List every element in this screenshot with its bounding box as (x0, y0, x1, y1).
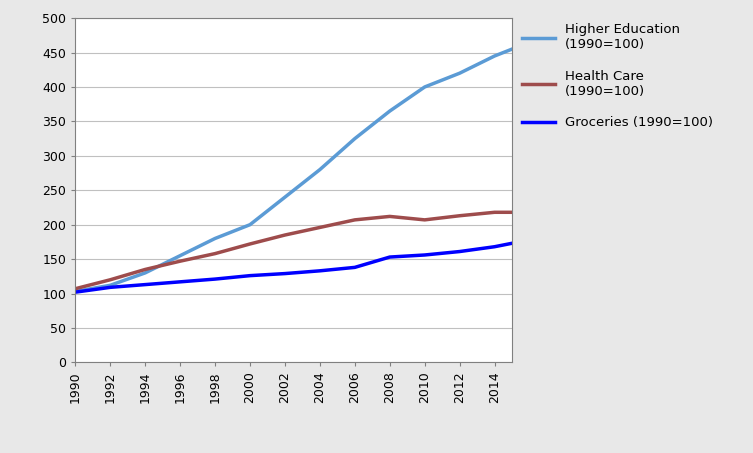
Health Care
(1990=100) (508, 210, 517, 215)
Groceries (1990=100) (420, 252, 429, 258)
Higher Education
(1990=100) (316, 167, 325, 172)
Higher Education
(1990=100) (245, 222, 255, 227)
Higher Education
(1990=100) (211, 236, 220, 241)
Legend: Higher Education
(1990=100), Health Care
(1990=100), Groceries (1990=100): Higher Education (1990=100), Health Care… (517, 18, 718, 135)
Higher Education
(1990=100) (386, 108, 395, 114)
Health Care
(1990=100) (280, 232, 289, 238)
Groceries (1990=100) (350, 265, 359, 270)
Health Care
(1990=100) (490, 210, 499, 215)
Health Care
(1990=100) (455, 213, 464, 218)
Groceries (1990=100) (280, 271, 289, 276)
Health Care
(1990=100) (386, 214, 395, 219)
Higher Education
(1990=100) (105, 283, 114, 288)
Health Care
(1990=100) (420, 217, 429, 222)
Health Care
(1990=100) (245, 241, 255, 247)
Higher Education
(1990=100) (141, 270, 150, 275)
Health Care
(1990=100) (350, 217, 359, 222)
Health Care
(1990=100) (211, 251, 220, 256)
Higher Education
(1990=100) (455, 71, 464, 76)
Groceries (1990=100) (316, 268, 325, 274)
Groceries (1990=100) (105, 284, 114, 290)
Health Care
(1990=100) (141, 267, 150, 272)
Health Care
(1990=100) (316, 225, 325, 230)
Higher Education
(1990=100) (490, 53, 499, 59)
Higher Education
(1990=100) (350, 136, 359, 141)
Groceries (1990=100) (71, 289, 80, 295)
Groceries (1990=100) (245, 273, 255, 278)
Line: Health Care
(1990=100): Health Care (1990=100) (75, 212, 512, 289)
Higher Education
(1990=100) (71, 289, 80, 294)
Line: Groceries (1990=100): Groceries (1990=100) (75, 243, 512, 292)
Higher Education
(1990=100) (508, 46, 517, 52)
Groceries (1990=100) (455, 249, 464, 254)
Health Care
(1990=100) (105, 277, 114, 283)
Health Care
(1990=100) (71, 286, 80, 291)
Health Care
(1990=100) (175, 259, 184, 264)
Groceries (1990=100) (211, 276, 220, 282)
Groceries (1990=100) (490, 244, 499, 250)
Higher Education
(1990=100) (420, 84, 429, 90)
Higher Education
(1990=100) (280, 194, 289, 200)
Groceries (1990=100) (175, 279, 184, 284)
Groceries (1990=100) (141, 282, 150, 287)
Groceries (1990=100) (508, 241, 517, 246)
Groceries (1990=100) (386, 254, 395, 260)
Higher Education
(1990=100) (175, 253, 184, 258)
Line: Higher Education
(1990=100): Higher Education (1990=100) (75, 49, 512, 291)
